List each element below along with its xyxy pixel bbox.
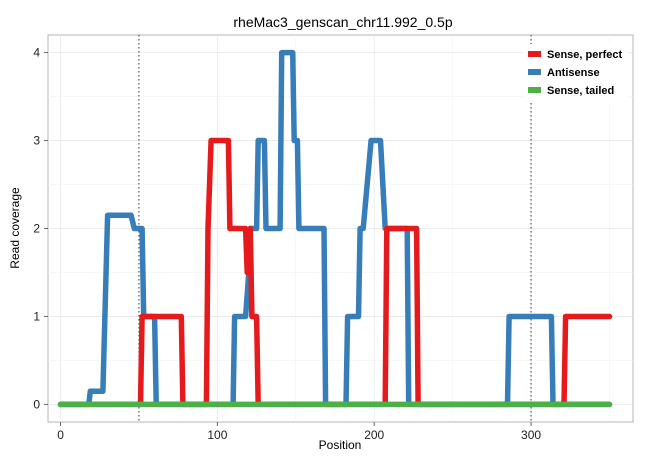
y-tick-label: 4: [33, 46, 40, 60]
legend-swatch: [528, 87, 541, 93]
legend: Sense, perfect Antisense Sense, tailed: [524, 44, 628, 102]
x-tick-label: 100: [207, 428, 227, 442]
legend-label: Sense, tailed: [547, 85, 614, 97]
legend-swatch: [528, 51, 541, 57]
y-tick-label: 1: [33, 309, 40, 323]
y-axis-title: Read coverage: [8, 187, 22, 269]
x-tick-label: 0: [57, 428, 64, 442]
x-tick-label: 300: [521, 428, 541, 442]
legend-label: Sense, perfect: [547, 49, 623, 61]
x-tick-label: 200: [364, 428, 384, 442]
x-axis-ticks: 0 100 200 300: [57, 422, 541, 442]
legend-box: [524, 44, 628, 102]
y-tick-label: 2: [33, 222, 40, 236]
y-tick-label: 0: [33, 397, 40, 411]
legend-label: Antisense: [547, 67, 600, 79]
x-axis-title: Position: [319, 438, 362, 452]
series-lines: [57, 49, 613, 408]
y-axis-ticks: 0 1 2 3 4: [33, 46, 48, 411]
chart-title: rheMac3_genscan_chr11.992_0.5p: [233, 14, 452, 30]
legend-swatch: [528, 69, 541, 75]
series-line-sense-perfect: [57, 137, 613, 408]
y-tick-label: 3: [33, 134, 40, 148]
